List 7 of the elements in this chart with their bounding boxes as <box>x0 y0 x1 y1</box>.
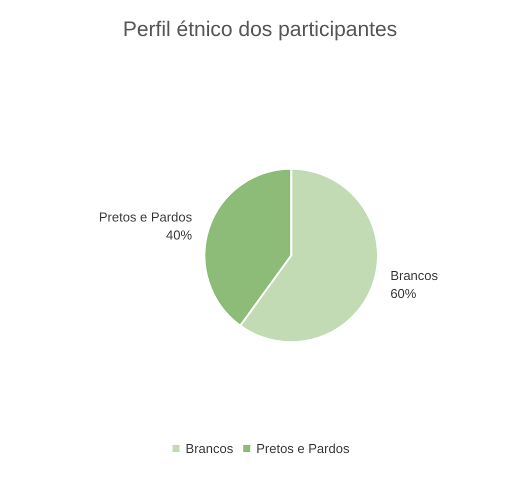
slice-label: Brancos <box>390 268 439 284</box>
slice-label: Pretos e Pardos <box>98 210 193 225</box>
data-label: 40% <box>166 228 193 243</box>
legend-label: Brancos <box>186 441 234 456</box>
data-label: 60% <box>390 286 417 302</box>
chart-title: Perfil étnico dos participantes <box>122 18 398 41</box>
legend-label: Pretos e Pardos <box>256 441 350 456</box>
